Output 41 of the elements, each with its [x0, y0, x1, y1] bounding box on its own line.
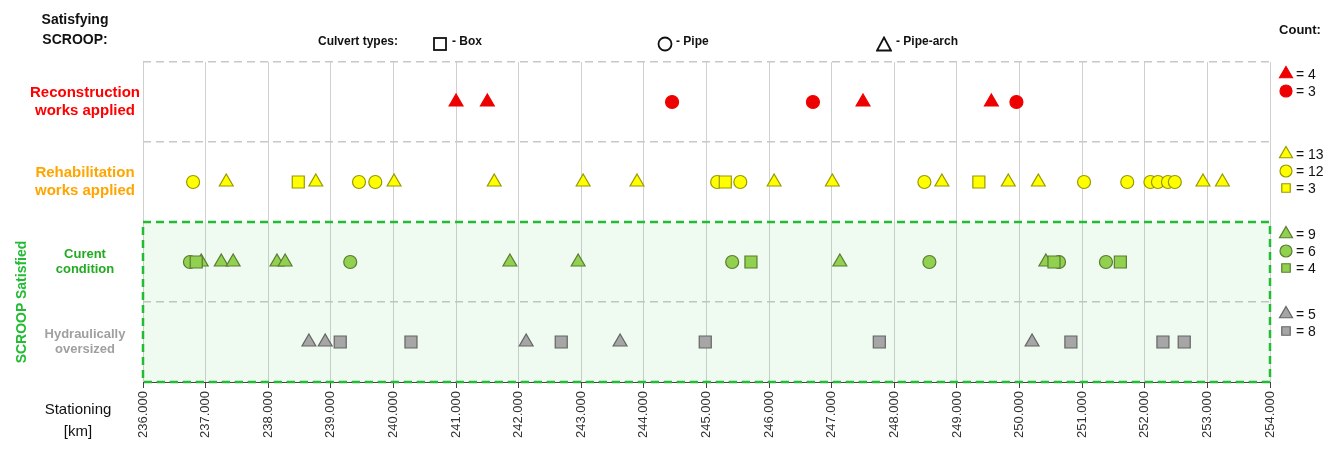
x-tick-label: 249.000 — [948, 391, 964, 438]
legend-label: = 6 — [1296, 242, 1317, 259]
x-tick-label: 242.000 — [510, 391, 526, 438]
x-tick-label: 236.000 — [134, 391, 150, 438]
x-axis-title: Stationing [km] — [44, 400, 112, 440]
text: - Pipe — [676, 34, 709, 48]
x-tick-label: 240.000 — [385, 391, 401, 438]
legend-label: = 13 — [1296, 145, 1323, 162]
x-tick-label: 238.000 — [259, 391, 275, 438]
x-tick-label: 251.000 — [1073, 391, 1089, 438]
legend-label: = 4 — [1296, 259, 1317, 276]
x-tick-label: 248.000 — [885, 391, 901, 438]
x-tick-label: 246.000 — [760, 391, 776, 438]
legend-label: = 4 — [1296, 65, 1317, 82]
x-tick-label: 241.000 — [447, 391, 463, 438]
x-tick-label: 253.000 — [1198, 391, 1214, 438]
y-tick-label: Reconstruction works applied — [29, 83, 140, 119]
y-axis-title: Satisfying SCROOP: — [41, 10, 109, 47]
text: Culvert types: — [318, 34, 399, 48]
text: - Box — [452, 34, 482, 48]
legend-label: = 9 — [1296, 225, 1317, 242]
x-tick-label: 239.000 — [322, 391, 338, 438]
x-tick-label: 247.000 — [823, 391, 839, 438]
legend-label: = 12 — [1296, 162, 1323, 179]
x-tick-label: 252.000 — [1136, 391, 1152, 438]
legend-label: = 3 — [1296, 82, 1317, 99]
legend-label: = 3 — [1296, 179, 1317, 196]
x-tick-label: 243.000 — [572, 391, 588, 438]
y-tick-label: Hydraulically oversized — [44, 325, 127, 357]
x-tick-label: 244.000 — [635, 391, 651, 438]
y-tick-label: Curent condition — [55, 245, 115, 277]
y-tick-label: Rehabilitation works applied — [33, 163, 136, 199]
x-tick-label: 254.000 — [1261, 391, 1277, 438]
legend-label: = 8 — [1296, 322, 1317, 339]
band-label: SCROOP Satisfied — [12, 240, 29, 364]
legend-title: Count: — [1279, 21, 1321, 37]
x-tick-label: 250.000 — [1011, 391, 1027, 438]
x-tick-label: 245.000 — [698, 391, 714, 438]
legend-label: = 5 — [1296, 305, 1317, 322]
text: - Pipe-arch — [896, 34, 959, 48]
x-tick-label: 237.000 — [197, 391, 213, 438]
